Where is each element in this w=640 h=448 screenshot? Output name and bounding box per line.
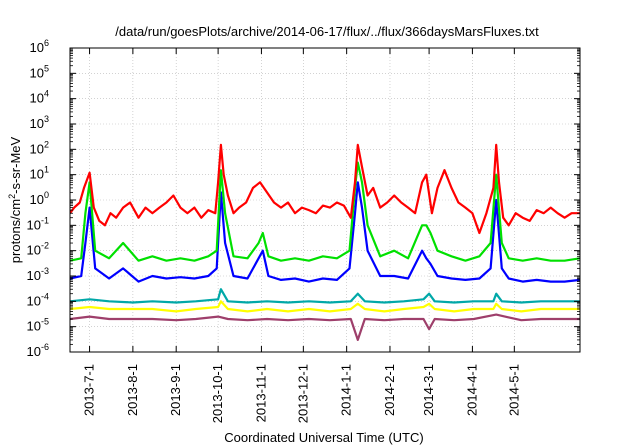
y-tick-label-exp: -4 [41,291,49,301]
x-tick-label: 2014-2-1 [382,364,397,416]
x-tick-label: 2014-5-1 [506,364,521,416]
series-line [70,313,580,341]
y-tick-label-base: 10 [27,293,41,308]
series-line [70,300,580,313]
y-axis: 10-610-510-410-310-210-11001011021031041… [27,38,580,359]
y-tick-label-exp: 6 [44,38,49,48]
y-axis-label-base: protons/cm [8,199,23,263]
x-tick-label: 2014-3-1 [421,364,436,416]
y-tick-label-exp: 0 [44,190,49,200]
y-tick-label-base: 10 [27,319,41,334]
y-tick-label-base: 10 [30,40,44,55]
y-tick-label-base: 10 [27,268,41,283]
y-tick-label-base: 10 [30,91,44,106]
y-tick-label: 10-2 [27,241,49,258]
x-tick-label: 2013-10-1 [210,364,225,423]
y-tick-label: 10-6 [27,342,49,359]
y-tick-label-base: 10 [30,116,44,131]
series-line [70,288,580,304]
y-tick-label-exp: 5 [44,63,49,73]
x-tick-label: 2013-7-1 [82,364,97,416]
series-line [70,143,580,235]
x-tick-label: 2014-1-1 [339,364,354,416]
series-line [70,161,580,262]
y-tick-label-exp: -1 [41,215,49,225]
y-tick-label: 102 [30,139,49,156]
x-tick-label: 2013-11-1 [253,364,268,422]
y-tick-label-base: 10 [30,141,44,156]
chart-title: /data/run/goesPlots/archive/2014-06-17/f… [115,24,539,39]
y-tick-label-exp: -6 [41,342,49,352]
y-tick-label-exp: 2 [44,139,49,149]
y-tick-label: 10-1 [27,215,49,232]
grid [70,48,580,352]
y-tick-label-exp: 4 [44,89,49,99]
y-tick-label-base: 10 [30,192,44,207]
y-tick-label-exp: -3 [41,266,49,276]
y-tick-label-base: 10 [27,344,41,359]
y-tick-label: 104 [30,89,49,106]
x-tick-label: 2014-4-1 [464,364,479,416]
y-tick-label: 105 [30,63,49,80]
y-axis-label-rest: -s-sr-MeV [8,136,23,193]
y-tick-label-exp: -5 [41,317,49,327]
y-tick-label: 10-4 [27,291,49,308]
x-axis: 2013-7-1 2013-8-1 2013-9-1 2013-10-1 2013-11… [82,48,521,423]
y-axis-label-sup: 2 [7,194,17,199]
y-tick-label-exp: 3 [44,114,49,124]
x-tick-label: 2013-9-1 [168,364,183,416]
y-tick-label: 10-3 [27,266,49,283]
y-tick-label: 103 [30,114,49,131]
x-tick-label: 2013-12-1 [295,364,310,423]
y-tick-label: 106 [30,38,49,55]
y-tick-label: 10-5 [27,317,49,334]
y-axis-label: protons/cm2-s-sr-MeV [7,136,23,263]
plot-area [70,143,580,341]
y-tick-label-exp: 1 [44,165,49,175]
y-tick-label-base: 10 [30,167,44,182]
y-tick-label: 100 [30,190,49,207]
series-line [70,181,580,283]
y-tick-label-base: 10 [30,65,44,80]
x-tick-label: 2013-8-1 [125,364,140,416]
x-axis-label: Coordinated Universal Time (UTC) [224,430,423,445]
y-tick-label-base: 10 [27,217,41,232]
y-tick-label-base: 10 [27,243,41,258]
y-tick-label: 101 [30,165,49,182]
y-tick-label-exp: -2 [41,241,49,251]
